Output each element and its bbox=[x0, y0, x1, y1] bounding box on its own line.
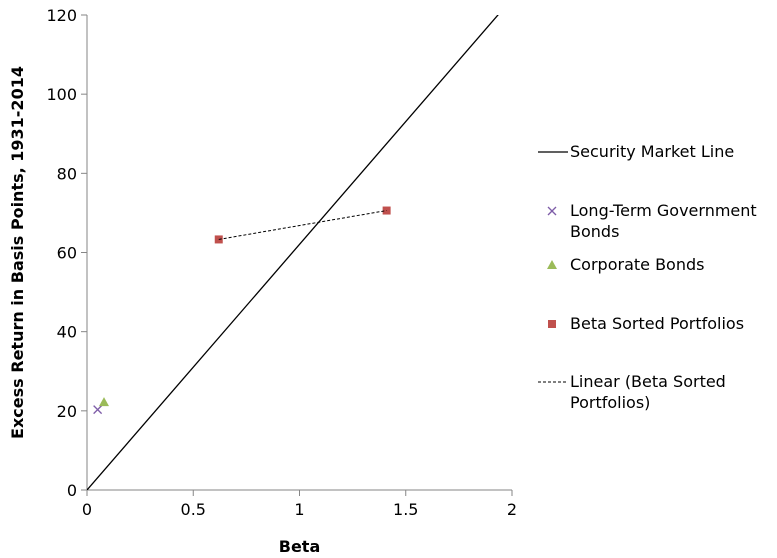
series-layer bbox=[87, 15, 499, 490]
y-tick-label: 40 bbox=[57, 323, 77, 342]
y-tick-label: 120 bbox=[46, 6, 77, 25]
marker-stroke bbox=[547, 206, 557, 216]
x-axis-title: Beta bbox=[279, 537, 321, 556]
legend-entry-long-term-government-bonds: Long-Term Government Bonds bbox=[547, 201, 757, 241]
y-axis-title: Excess Return in Basis Points, 1931-2014 bbox=[8, 66, 27, 439]
y-tick-label: 80 bbox=[57, 164, 77, 183]
marker-stroke bbox=[93, 405, 103, 415]
legend-label: Bonds bbox=[570, 222, 619, 241]
x-tick-label: 1 bbox=[294, 500, 304, 519]
legend-swatch bbox=[548, 320, 556, 328]
x-ticks: 0 0.5 1 1.5 2 bbox=[82, 490, 517, 519]
x-tick-label: 1.5 bbox=[393, 500, 418, 519]
legend-entry-security-market-line: Security Market Line bbox=[538, 142, 734, 161]
data-point-corporate-bonds bbox=[99, 397, 109, 407]
y-tick-label: 60 bbox=[57, 244, 77, 263]
y-tick-label: 0 bbox=[67, 481, 77, 500]
legend-label: Portfolios) bbox=[570, 393, 650, 412]
legend-label: Linear (Beta Sorted bbox=[570, 372, 726, 391]
legend: Security Market Line Long-Term Government… bbox=[538, 142, 757, 412]
legend-swatch bbox=[547, 206, 557, 216]
x-tick-label: 0.5 bbox=[181, 500, 206, 519]
x-tick-label: 0 bbox=[82, 500, 92, 519]
legend-label: Corporate Bonds bbox=[570, 255, 704, 274]
y-tick-label: 20 bbox=[57, 402, 77, 421]
y-ticks: 0 20 40 60 80 100 120 bbox=[46, 6, 87, 500]
series-line-linear-beta-sorted-portfolios bbox=[218, 210, 387, 240]
legend-entry-corporate-bonds: Corporate Bonds bbox=[547, 255, 704, 274]
legend-label: Beta Sorted Portfolios bbox=[570, 314, 744, 333]
legend-entry-linear-beta-sorted-portfolios: Linear (Beta Sorted Portfolios) bbox=[538, 372, 726, 412]
data-point-long-term-government-bonds bbox=[93, 405, 103, 415]
series-line-security-market-line bbox=[87, 15, 499, 490]
plot-area: 0 0.5 1 1.5 2 0 20 40 60 80 100 120 bbox=[46, 6, 517, 519]
legend-swatch bbox=[547, 260, 557, 269]
legend-entry-beta-sorted-portfolios: Beta Sorted Portfolios bbox=[548, 314, 744, 333]
y-tick-label: 100 bbox=[46, 85, 77, 104]
legend-label: Long-Term Government bbox=[570, 201, 757, 220]
legend-label: Security Market Line bbox=[570, 142, 734, 161]
x-tick-label: 2 bbox=[507, 500, 517, 519]
